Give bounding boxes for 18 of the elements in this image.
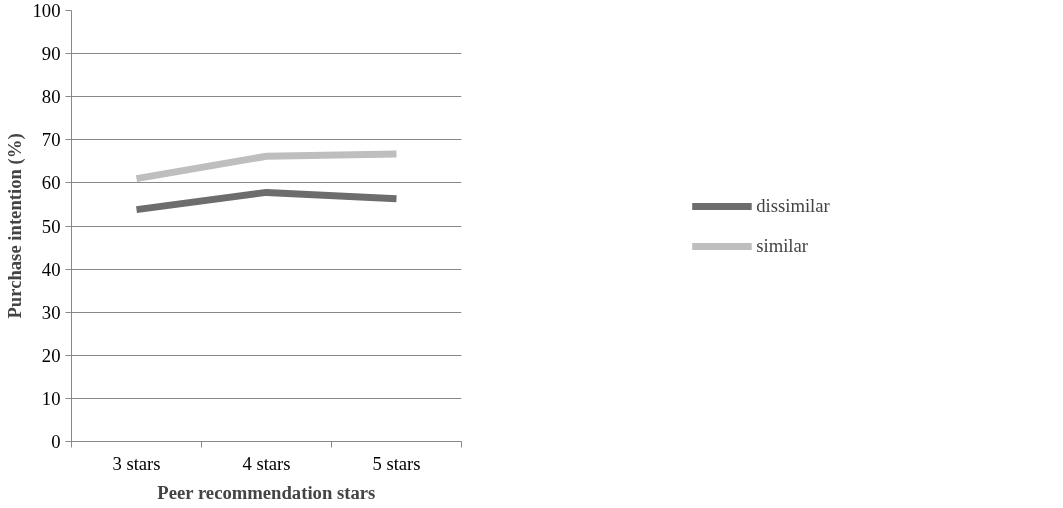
x-tick-label: 3 stars <box>112 452 161 474</box>
x-axis-title: Peer recommendation stars <box>157 481 376 503</box>
y-tick-label: 70 <box>41 129 61 151</box>
y-tick-label: 30 <box>41 301 61 323</box>
y-tick-label: 20 <box>41 344 61 366</box>
y-axis-title: Purchase intention (%) <box>3 133 26 319</box>
x-tick-label: 4 stars <box>242 452 291 474</box>
y-tick-label: 80 <box>41 86 61 108</box>
y-tick-label: 100 <box>32 0 61 21</box>
y-tick-label: 10 <box>41 387 61 409</box>
y-tick-label: 90 <box>41 43 61 65</box>
legend-label: dissimilar <box>756 194 830 217</box>
y-tick-label: 50 <box>41 215 61 237</box>
y-tick-label: 40 <box>41 258 61 280</box>
y-tick-label: 60 <box>41 172 61 194</box>
y-tick-label: 0 <box>51 431 61 452</box>
x-tick-label: 5 stars <box>372 452 421 474</box>
legend-label: similar <box>756 234 809 257</box>
